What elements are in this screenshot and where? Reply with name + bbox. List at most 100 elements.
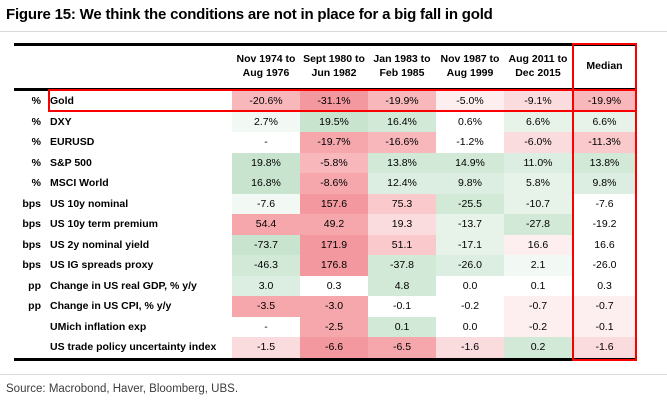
value-cell: -10.7 — [504, 193, 572, 214]
value-cell: -6.5 — [368, 337, 436, 359]
row-label: Change in US CPI, % y/y — [50, 300, 172, 313]
value-cell: -2.5 — [300, 316, 368, 337]
figure-title: Figure 15: We think the conditions are n… — [6, 6, 493, 23]
row-label: Gold — [50, 95, 74, 108]
unit-cell: % — [31, 95, 41, 108]
unit-cell: % — [31, 177, 41, 190]
value-cell: -6.6 — [300, 337, 368, 359]
column-header: Jan 1983 to Feb 1985 — [368, 44, 436, 91]
unit-cell: bps — [22, 238, 41, 251]
value-cell: 54.4 — [232, 214, 300, 235]
value-cell: 13.8% — [368, 152, 436, 173]
value-cell: 2.1 — [504, 255, 572, 276]
value-cell: 171.9 — [300, 234, 368, 255]
value-cell: -16.6% — [368, 132, 436, 153]
unit-cell: pp — [28, 279, 41, 292]
value-cell: 9.8% — [436, 173, 504, 194]
value-cell: -11.3% — [572, 132, 637, 153]
corner-cell — [14, 44, 48, 91]
unit-cell — [14, 337, 48, 359]
value-cell: -31.1% — [300, 89, 368, 112]
value-cell: -25.5 — [436, 193, 504, 214]
row-label: DXY — [50, 115, 72, 128]
header-row: Nov 1974 to Aug 1976 Sept 1980 to Jun 198… — [14, 44, 637, 91]
row-label: US trade policy uncertainty index — [50, 341, 217, 354]
value-cell: -6.0% — [504, 132, 572, 153]
value-cell: -8.6% — [300, 173, 368, 194]
value-cell: 19.3 — [368, 214, 436, 235]
value-cell: -1.6 — [572, 337, 637, 359]
value-cell: 2.7% — [232, 111, 300, 132]
unit-cell: bps — [22, 197, 41, 210]
value-cell: 0.1 — [504, 275, 572, 296]
column-header: Nov 1974 to Aug 1976 — [232, 44, 300, 91]
value-cell: 49.2 — [300, 214, 368, 235]
unit-cell: % — [31, 136, 41, 149]
value-cell: -7.6 — [232, 193, 300, 214]
value-cell: -3.5 — [232, 296, 300, 317]
row-label: US 10y term premium — [50, 218, 158, 231]
value-cell: -9.1% — [504, 89, 572, 112]
value-cell: -19.9% — [368, 89, 436, 112]
column-header: Nov 1987 to Aug 1999 — [436, 44, 504, 91]
row-us-10y-term-premium: bps US 10y term premium 54.4 49.2 19.3 -13.7-… — [14, 214, 637, 235]
value-cell: -19.9% — [572, 89, 637, 112]
value-cell: -0.1 — [572, 316, 637, 337]
value-cell: - — [232, 316, 300, 337]
value-cell: -19.2 — [572, 214, 637, 235]
value-cell: 0.0 — [436, 316, 504, 337]
value-cell: 0.6% — [436, 111, 504, 132]
value-cell: -1.5 — [232, 337, 300, 359]
row-label: UMich inflation exp — [50, 320, 147, 333]
value-cell: 176.8 — [300, 255, 368, 276]
value-cell: -0.2 — [504, 316, 572, 337]
row-label: MSCI World — [50, 177, 109, 190]
row-gold: % Gold -20.6% -31.1% -19.9% -5.0% -9.1% -19.9% — [14, 89, 637, 112]
row-label: EURUSD — [50, 136, 95, 149]
value-cell: -1.6 — [436, 337, 504, 359]
value-cell: 3.0 — [232, 275, 300, 296]
value-cell: 6.6% — [572, 111, 637, 132]
corner-cell — [48, 44, 232, 91]
value-cell: 4.8 — [368, 275, 436, 296]
value-cell: -26.0 — [572, 255, 637, 276]
value-cell: -0.7 — [572, 296, 637, 317]
row-label: S&P 500 — [50, 156, 92, 169]
value-cell: 0.2 — [504, 337, 572, 359]
value-cell: 0.3 — [572, 275, 637, 296]
unit-cell: % — [31, 115, 41, 128]
value-cell: -73.7 — [232, 234, 300, 255]
value-cell: 16.6 — [504, 234, 572, 255]
value-cell: -7.6 — [572, 193, 637, 214]
column-header: Sept 1980 to Jun 1982 — [300, 44, 368, 91]
unit-cell: bps — [22, 259, 41, 272]
row-change-in-us-cpi-y-y: pp Change in US CPI, % y/y -3.5 -3.0 -0.1 -0.… — [14, 296, 637, 317]
value-cell: -3.0 — [300, 296, 368, 317]
value-cell: -46.3 — [232, 255, 300, 276]
unit-cell: bps — [22, 218, 41, 231]
value-cell: 14.9% — [436, 152, 504, 173]
value-cell: -19.7% — [300, 132, 368, 153]
value-cell: 6.6% — [504, 111, 572, 132]
column-header: Aug 2011 to Dec 2015 — [504, 44, 572, 91]
row-label: US IG spreads proxy — [50, 259, 154, 272]
value-cell: 13.8% — [572, 152, 637, 173]
value-cell: 16.6 — [572, 234, 637, 255]
value-cell: 19.5% — [300, 111, 368, 132]
unit-cell: pp — [28, 300, 41, 313]
unit-cell: % — [31, 156, 41, 169]
row-us-10y-nominal: bps US 10y nominal -7.6 157.6 75.3 -25.5 -10.7… — [14, 193, 637, 214]
value-cell: -27.8 — [504, 214, 572, 235]
row-label: US 10y nominal — [50, 197, 129, 210]
value-cell: -0.2 — [436, 296, 504, 317]
row-msci-world: % MSCI World 16.8% -8.6% 12.4% 9.8% 5.8% 9.8% — [14, 173, 637, 194]
value-cell: 11.0% — [504, 152, 572, 173]
row-label: US 2y nominal yield — [50, 238, 150, 251]
value-cell: -13.7 — [436, 214, 504, 235]
row-dxy: % DXY 2.7% 19.5% 16.4% 0.6% 6.6% 6.6% — [14, 111, 637, 132]
source-line: Source: Macrobond, Haver, Bloomberg, UBS… — [6, 383, 239, 395]
value-cell: -26.0 — [436, 255, 504, 276]
row-umich-inflation-exp: UMich inflation exp - -2.5 0.1 0.0 -0.2 -0.1 — [14, 316, 637, 337]
value-cell: 9.8% — [572, 173, 637, 194]
value-cell: 0.3 — [300, 275, 368, 296]
